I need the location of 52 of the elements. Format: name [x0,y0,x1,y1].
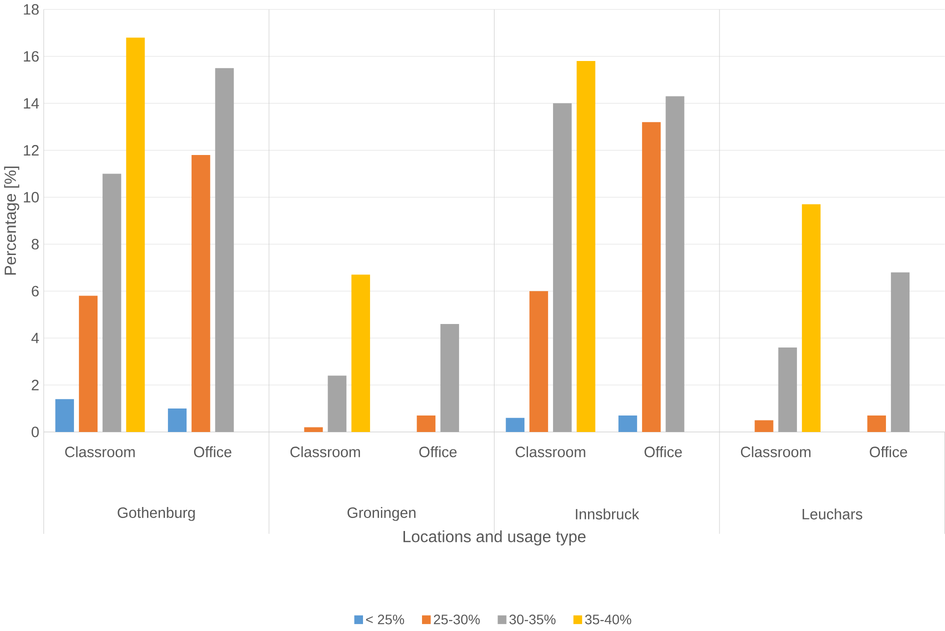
y-tick-label: 14 [24,98,39,108]
bar [553,103,572,432]
bar [351,274,370,432]
y-tick-label: 0 [32,426,39,438]
bar [328,376,346,432]
bar [529,291,548,432]
bar [576,61,596,432]
bar [168,408,187,432]
y-tick-label: 18 [24,4,39,15]
bar [126,38,145,432]
y-tick-label: 6 [32,286,39,296]
bar [666,96,684,432]
x-tick-label: Classroom [516,446,586,458]
legend-label: 30-35% [509,614,556,624]
x-tick-label: Office [419,446,457,458]
bar [192,154,210,432]
x-tick-label: Classroom [65,446,135,458]
bar [618,416,638,432]
bar [778,347,797,432]
bar [102,174,122,432]
bar [754,420,774,432]
y-tick-label: 2 [32,380,39,390]
legend-label: < 25% [366,614,404,624]
legend-label: 35-40% [585,614,632,624]
bar [416,416,436,432]
bar [867,416,886,432]
x-tick-label: Classroom [740,446,810,458]
bar [215,68,234,432]
y-tick-label: 12 [24,145,39,156]
y-tick-label: 4 [31,332,39,344]
y-tick-label: 10 [24,192,39,202]
x-axis-title: Locations and usage type [404,530,586,546]
bar [642,122,661,432]
y-axis-title: Percentage [%] [4,166,20,275]
bar [802,204,821,432]
bar [890,272,910,432]
x-tick-label: Office [194,446,232,458]
x-tick-label: Office [870,446,908,458]
text: Groningen [348,507,416,521]
bar [506,418,524,432]
x-tick-label: Classroom [290,446,360,458]
x-tick-label: Office [644,446,682,458]
bar [304,427,323,432]
bar [55,399,74,432]
text: Innsbruck [576,508,640,520]
text: Leuchars [802,508,862,520]
y-tick-label: 16 [24,51,39,62]
y-tick-label: 8 [32,238,39,250]
legend-label: 25-30% [434,614,480,624]
text: Gothenburg [118,507,195,521]
bar [78,296,98,432]
bar [440,324,460,432]
